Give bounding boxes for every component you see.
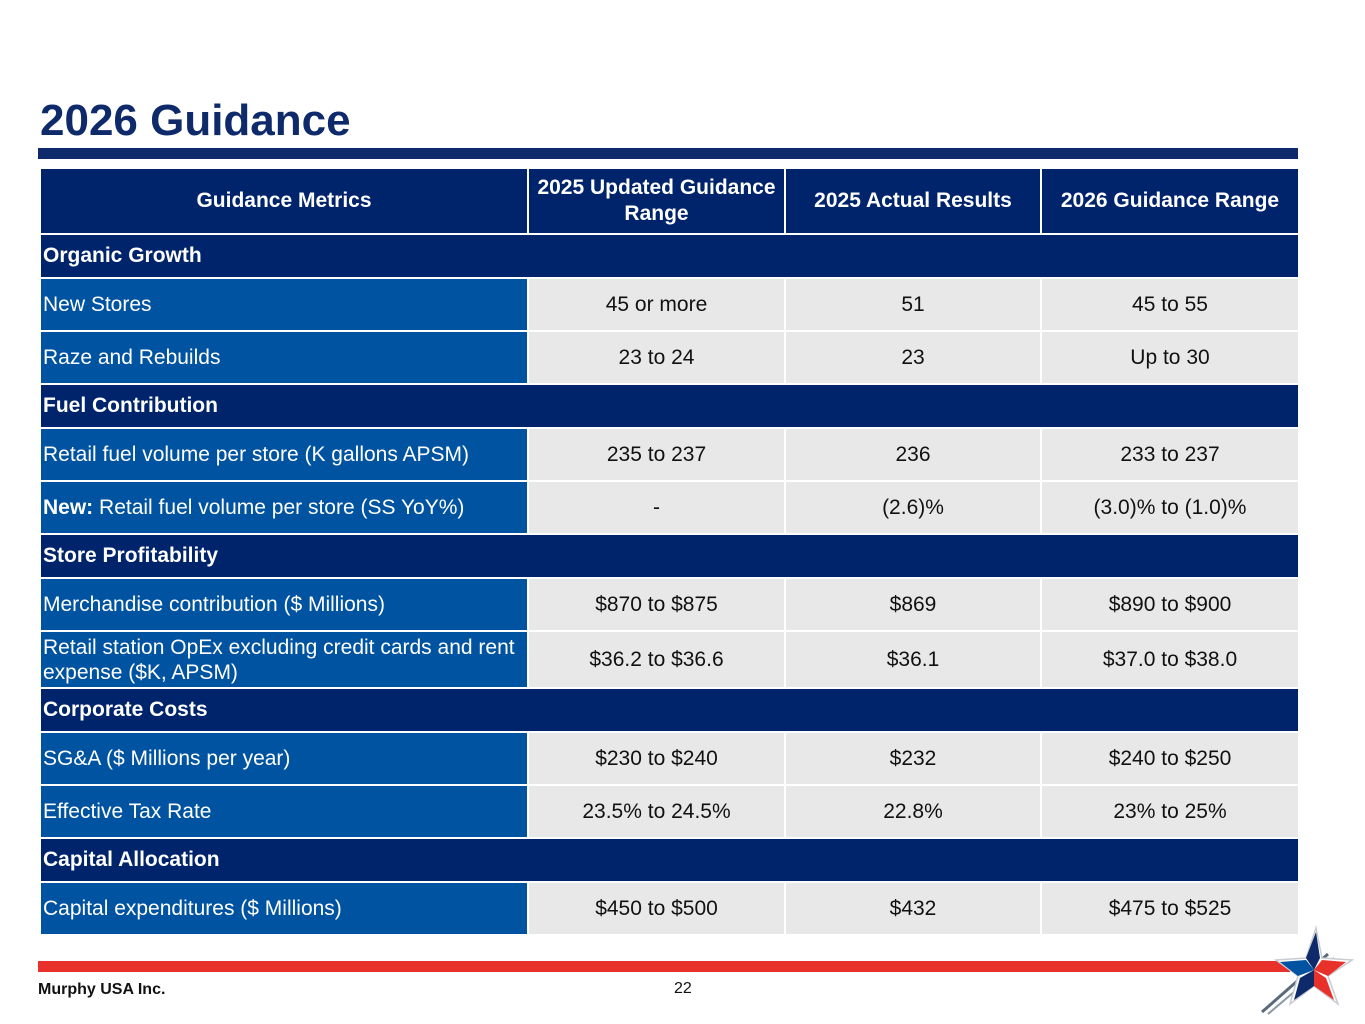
actual-results-cell: $36.1	[784, 630, 1042, 689]
star-logo-icon	[1261, 925, 1354, 1015]
guidance-range-cell: Up to 30	[1040, 330, 1300, 385]
table-row: New Stores 45 or more 51 45 to 55	[39, 277, 1300, 332]
section-title: Organic Growth	[39, 233, 1300, 279]
footer-company-name: Murphy USA Inc.	[38, 981, 166, 998]
section-row: Fuel Contribution	[39, 383, 1300, 429]
section-title: Fuel Contribution	[39, 383, 1300, 429]
guidance-range-cell: $37.0 to $38.0	[1040, 630, 1300, 689]
metric-label-text: Raze and Rebuilds	[43, 346, 221, 369]
section-title: Corporate Costs	[39, 687, 1300, 733]
guidance-range-cell: $475 to $525	[1040, 881, 1300, 936]
actual-results-cell: 51	[784, 277, 1042, 332]
section-title: Capital Allocation	[39, 837, 1300, 883]
actual-results-cell: 23	[784, 330, 1042, 385]
updated-range-cell: $230 to $240	[527, 731, 786, 786]
table-row: Capital expenditures ($ Millions) $450 t…	[39, 881, 1300, 936]
metric-label-text: New Stores	[43, 293, 152, 316]
actual-results-cell: 236	[784, 427, 1042, 482]
metric-label-text: Retail fuel volume per store (SS YoY%)	[99, 496, 465, 519]
updated-range-cell: $450 to $500	[527, 881, 786, 936]
table-row: Retail fuel volume per store (K gallons …	[39, 427, 1300, 482]
metric-label: Retail station OpEx excluding credit car…	[39, 630, 529, 689]
actual-results-cell: $232	[784, 731, 1042, 786]
header-2025-actual: 2025 Actual Results	[784, 167, 1042, 235]
title-underline	[38, 148, 1298, 159]
actual-results-cell: 22.8%	[784, 784, 1042, 839]
section-title: Store Profitability	[39, 533, 1300, 579]
guidance-range-cell: (3.0)% to (1.0)%	[1040, 480, 1300, 535]
updated-range-cell: 23.5% to 24.5%	[527, 784, 786, 839]
metric-label: New Stores	[39, 277, 529, 332]
metric-label: New: Retail fuel volume per store (SS Yo…	[39, 480, 529, 535]
footer-bar	[38, 961, 1290, 972]
page-number: 22	[674, 980, 692, 997]
guidance-range-cell: 233 to 237	[1040, 427, 1300, 482]
page-title: 2026 Guidance	[40, 96, 351, 145]
actual-results-cell: $869	[784, 577, 1042, 632]
header-guidance-metrics: Guidance Metrics	[39, 167, 529, 235]
metric-label: Capital expenditures ($ Millions)	[39, 881, 529, 936]
table-row: Merchandise contribution ($ Millions) $8…	[39, 577, 1300, 632]
header-2026-guidance: 2026 Guidance Range	[1040, 167, 1300, 235]
metric-label-text: Merchandise contribution ($ Millions)	[43, 593, 385, 616]
updated-range-cell: $870 to $875	[527, 577, 786, 632]
metric-label-text: Effective Tax Rate	[43, 800, 212, 823]
section-row: Store Profitability	[39, 533, 1300, 579]
table-row: SG&A ($ Millions per year) $230 to $240 …	[39, 731, 1300, 786]
guidance-range-cell: $890 to $900	[1040, 577, 1300, 632]
section-row: Organic Growth	[39, 233, 1300, 279]
metric-label: Merchandise contribution ($ Millions)	[39, 577, 529, 632]
metric-label-text: Retail station OpEx excluding credit car…	[43, 635, 515, 684]
updated-range-cell: 23 to 24	[527, 330, 786, 385]
metric-label: Retail fuel volume per store (K gallons …	[39, 427, 529, 482]
actual-results-cell: (2.6)%	[784, 480, 1042, 535]
metric-label: Raze and Rebuilds	[39, 330, 529, 385]
table-row: New: Retail fuel volume per store (SS Yo…	[39, 480, 1300, 535]
actual-results-cell: $432	[784, 881, 1042, 936]
metric-label: SG&A ($ Millions per year)	[39, 731, 529, 786]
updated-range-cell: -	[527, 480, 786, 535]
guidance-range-cell: 45 to 55	[1040, 277, 1300, 332]
table-row: Raze and Rebuilds 23 to 24 23 Up to 30	[39, 330, 1300, 385]
section-row: Capital Allocation	[39, 837, 1300, 883]
guidance-range-cell: $240 to $250	[1040, 731, 1300, 786]
guidance-table: Guidance Metrics 2025 Updated Guidance R…	[39, 167, 1300, 936]
table-header-row: Guidance Metrics 2025 Updated Guidance R…	[39, 167, 1300, 235]
updated-range-cell: $36.2 to $36.6	[527, 630, 786, 689]
section-row: Corporate Costs	[39, 687, 1300, 733]
metric-label-prefix: New:	[43, 496, 94, 519]
guidance-range-cell: 23% to 25%	[1040, 784, 1300, 839]
header-2025-updated-range: 2025 Updated Guidance Range	[527, 167, 786, 235]
metric-label-text: Capital expenditures ($ Millions)	[43, 897, 342, 920]
table-row: Retail station OpEx excluding credit car…	[39, 630, 1300, 689]
metric-label-text: Retail fuel volume per store (K gallons …	[43, 443, 470, 466]
updated-range-cell: 235 to 237	[527, 427, 786, 482]
metric-label-text: SG&A ($ Millions per year)	[43, 747, 291, 770]
updated-range-cell: 45 or more	[527, 277, 786, 332]
metric-label: Effective Tax Rate	[39, 784, 529, 839]
table-row: Effective Tax Rate 23.5% to 24.5% 22.8% …	[39, 784, 1300, 839]
